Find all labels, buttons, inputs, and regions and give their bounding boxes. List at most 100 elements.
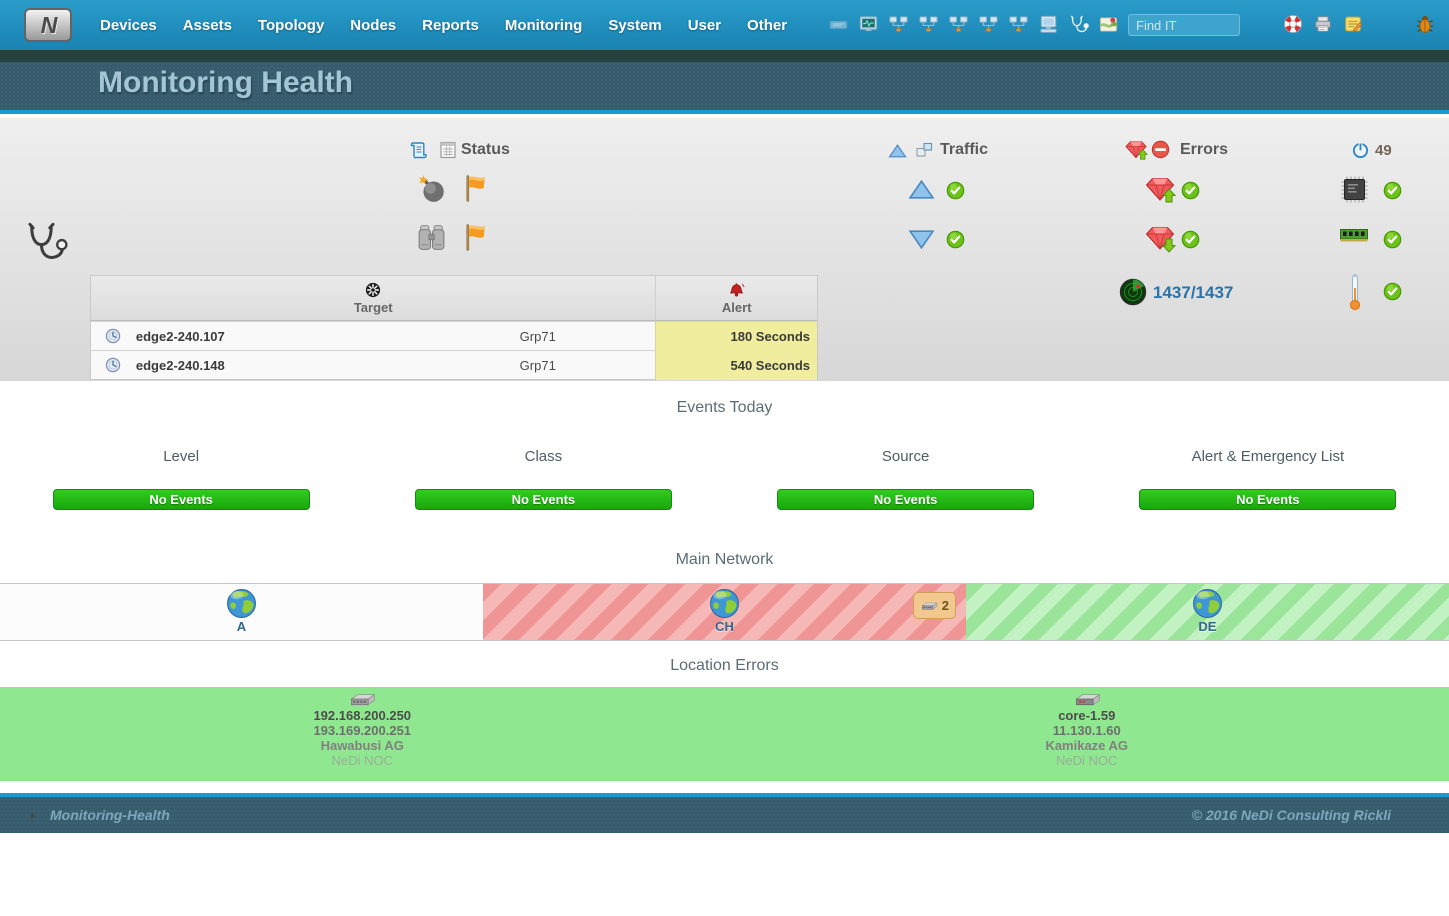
search-input[interactable] <box>1128 14 1240 36</box>
device-site: Hawabusi AG <box>320 738 404 753</box>
device-address[interactable]: core-1.59 <box>1058 708 1116 723</box>
zone-label: DE <box>1198 619 1217 634</box>
switch-icon <box>920 601 938 611</box>
alert-bell-icon <box>728 282 745 298</box>
help-icon[interactable] <box>1283 14 1303 34</box>
menu-other[interactable]: Other <box>747 16 788 34</box>
ruby-up-icon <box>1144 174 1176 204</box>
bug-report-slot <box>1414 13 1436 40</box>
alert-column-header[interactable]: Alert <box>655 276 817 320</box>
network-zone-de[interactable]: DE <box>965 584 1449 640</box>
menu-system[interactable]: System <box>608 16 662 34</box>
traffic-out-icon <box>908 228 935 251</box>
main-network-title: Main Network <box>675 551 774 568</box>
footer-copyright: © 2016 NeDi Consulting Rickli <box>1191 807 1391 823</box>
flag-icon[interactable] <box>463 174 490 203</box>
location-errors-title: Location Errors <box>670 657 779 674</box>
network-icon[interactable] <box>1008 14 1029 35</box>
device-ip: 193.169.200.251 <box>313 723 412 738</box>
check-icon <box>1181 230 1200 249</box>
menu-nodes[interactable]: Nodes <box>350 16 397 34</box>
globe-icon <box>1192 588 1223 619</box>
network-icon[interactable] <box>978 14 999 35</box>
no-events-bar[interactable]: No Events <box>777 489 1035 510</box>
events-column-level: Level No Events <box>0 448 362 510</box>
triangle-up-icon <box>888 143 907 159</box>
location-errors-band: 192.168.200.250 193.169.200.251 Hawabusi… <box>0 687 1449 781</box>
no-events-bar[interactable]: No Events <box>1139 489 1397 510</box>
menu-assets[interactable]: Assets <box>182 16 232 34</box>
table-row[interactable]: edge2-240.107 Grp71 180 Seconds <box>91 321 817 351</box>
monitored-count: 1437/1437 <box>1153 283 1234 302</box>
clock-icon <box>105 357 121 373</box>
target-group: Grp71 <box>519 328 556 344</box>
bug-icon[interactable] <box>1414 13 1436 35</box>
nav-quick-icons <box>828 14 1119 35</box>
network-icon[interactable] <box>918 14 939 35</box>
location-error-entry[interactable]: 192.168.200.250 193.169.200.251 Hawabusi… <box>0 687 725 781</box>
flag-icon[interactable] <box>463 223 490 252</box>
zone-device-badge[interactable]: 2 <box>912 592 956 619</box>
main-network-band: A CH 2 DE <box>0 583 1449 641</box>
target-name[interactable]: edge2-240.107 <box>135 328 225 344</box>
monitor-table: Target Alert edge2-240.107 Grp71 180 Sec… <box>90 275 818 380</box>
check-icon <box>1383 282 1402 301</box>
network-zone-a[interactable]: A <box>0 584 483 640</box>
network-zone-ch[interactable]: CH 2 <box>482 584 966 640</box>
monitor-table-header: Target Alert <box>91 276 817 321</box>
events-column-source: Source No Events <box>725 448 1087 510</box>
target-column-header[interactable]: Target <box>91 276 655 320</box>
check-icon <box>1181 181 1200 200</box>
notes-icon[interactable] <box>1343 14 1363 34</box>
bomb-icon[interactable] <box>417 174 447 204</box>
no-events-bar[interactable]: No Events <box>52 489 310 510</box>
alert-column-label: Alert <box>721 299 752 315</box>
globe-icon <box>226 588 257 619</box>
events-column-label: Class <box>524 448 563 465</box>
ruby-icon <box>1124 138 1148 161</box>
traffic-in-icon <box>908 178 935 201</box>
computer-icon[interactable] <box>1038 14 1059 35</box>
events-grid: Level No Events Class No Events Source N… <box>0 448 1449 510</box>
menu-user[interactable]: User <box>687 16 722 34</box>
panels-icon[interactable] <box>914 140 934 160</box>
events-column-class: Class No Events <box>362 448 724 510</box>
map-icon[interactable] <box>1098 14 1119 35</box>
script-icon[interactable] <box>409 140 429 160</box>
device-site: Kamikaze AG <box>1045 738 1129 753</box>
monitor-graph-icon[interactable] <box>858 14 879 35</box>
menu-topology[interactable]: Topology <box>257 16 325 34</box>
device-address[interactable]: 192.168.200.250 <box>313 708 412 723</box>
switch-icon <box>1073 692 1101 707</box>
menu-monitoring[interactable]: Monitoring <box>504 16 583 34</box>
clock-icon <box>105 328 121 344</box>
print-icon[interactable] <box>1313 14 1333 34</box>
target-group: Grp71 <box>519 357 556 373</box>
device-icon[interactable] <box>828 14 849 35</box>
alert-value: 540 Seconds <box>655 350 817 380</box>
radar-icon[interactable] <box>1119 278 1147 306</box>
network-icon[interactable] <box>948 14 969 35</box>
report-icon[interactable] <box>438 140 458 160</box>
menu-reports[interactable]: Reports <box>422 16 479 34</box>
nedi-logo[interactable]: N <box>24 8 72 42</box>
network-icon[interactable] <box>888 14 909 35</box>
check-icon <box>1383 230 1402 249</box>
stethoscope-icon[interactable] <box>1068 14 1089 35</box>
zone-label: A <box>236 619 247 634</box>
page-title: Monitoring Health <box>98 66 353 99</box>
location-error-entry[interactable]: core-1.59 11.130.1.60 Kamikaze AG NeDi N… <box>725 687 1449 781</box>
table-row[interactable]: edge2-240.148 Grp71 540 Seconds <box>91 350 817 380</box>
errors-section-title: Errors <box>1180 141 1229 158</box>
top-nav: N Devices Assets Topology Nodes Reports … <box>0 0 1449 50</box>
no-events-bar[interactable]: No Events <box>414 489 672 510</box>
menu-devices[interactable]: Devices <box>100 16 157 34</box>
check-icon <box>946 181 965 200</box>
scroll-top-icon[interactable]: ▲ <box>28 810 37 820</box>
thermometer-icon <box>1348 273 1362 311</box>
device-ip: 11.130.1.60 <box>1052 723 1121 738</box>
ruby-down-icon <box>1144 223 1176 253</box>
target-name[interactable]: edge2-240.148 <box>135 357 225 373</box>
binoculars-icon[interactable] <box>416 224 447 251</box>
